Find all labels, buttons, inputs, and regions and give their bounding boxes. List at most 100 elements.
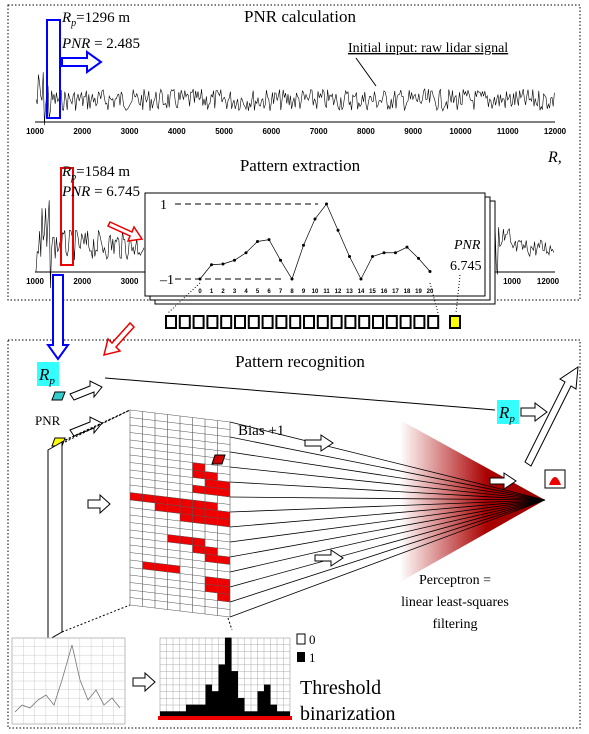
tick-label: 8000 (357, 127, 375, 136)
pnr-input: PNR (35, 413, 61, 428)
bin-bar (277, 711, 284, 718)
active-cell (205, 554, 218, 563)
bin-bar (212, 691, 219, 718)
cell (178, 315, 191, 329)
active-cell (155, 563, 168, 572)
active-cell (217, 585, 230, 595)
window (46, 19, 61, 119)
cell (399, 315, 412, 329)
active-cell (192, 507, 205, 517)
connection (229, 499, 546, 573)
active-cell (192, 545, 205, 554)
tick-label: 17 (392, 289, 399, 295)
tick-label: 0 (198, 289, 202, 295)
binarized-pattern (158, 637, 292, 720)
active-cell (192, 500, 205, 509)
cell (330, 315, 343, 329)
thumb-line (14, 644, 121, 713)
arrow (314, 549, 344, 567)
active-cell (217, 593, 230, 602)
caption: linear least-squares (401, 595, 509, 610)
pattern-point (428, 270, 432, 273)
connector (104, 377, 496, 411)
active-cell (205, 576, 218, 586)
bin-bar (218, 664, 225, 718)
title: Pattern extraction (240, 156, 361, 175)
tick-label: 1000 (503, 277, 521, 286)
arrow (304, 434, 334, 452)
tick-label: 13 (346, 289, 353, 295)
bin-bar (179, 711, 186, 718)
cell (413, 315, 426, 329)
leader (167, 282, 201, 314)
tick-label: 5000 (215, 127, 233, 136)
rp-input: Rp (38, 365, 55, 387)
bin-bar (192, 704, 199, 718)
tick-label: 3000 (121, 127, 139, 136)
cell (247, 315, 260, 329)
window (60, 167, 74, 266)
tick-label: 16 (381, 289, 388, 295)
pattern-point (210, 263, 213, 267)
tick-label: 1000 (26, 277, 44, 286)
tick-label: 2 (221, 289, 225, 295)
cell (289, 315, 302, 329)
connector (227, 617, 233, 631)
pnr-label: PNR = 6.745 (61, 184, 140, 200)
pattern-point (279, 258, 282, 262)
legend-swatch (296, 633, 306, 645)
arrow (87, 493, 111, 515)
caption: Threshold (300, 677, 381, 699)
bin-bar (270, 704, 277, 718)
pattern-point (313, 217, 317, 221)
active-cell (192, 515, 205, 524)
arrow (69, 416, 103, 437)
active-cell (155, 503, 168, 512)
caption: Perceptron = (419, 573, 491, 588)
connection (229, 499, 546, 558)
active-cell (217, 480, 230, 490)
tick-label: 11 (323, 289, 330, 295)
connector (61, 604, 131, 633)
connection (229, 499, 546, 543)
connection (229, 499, 546, 603)
active-cell (155, 495, 168, 505)
tick-label: 14 (358, 289, 365, 295)
bell (549, 477, 561, 485)
connector (64, 409, 131, 443)
connection (229, 481, 546, 501)
connection (229, 496, 546, 501)
cell (165, 315, 177, 329)
arrow (69, 380, 103, 401)
connection (229, 499, 546, 588)
caption: filtering (432, 617, 477, 632)
tick-label: 9000 (404, 127, 422, 136)
caption: binarization (300, 703, 396, 725)
lidar-signal (35, 72, 555, 289)
pattern-vector (165, 315, 461, 329)
arrow (102, 321, 136, 357)
y-label: –1 (159, 273, 174, 288)
cell (206, 315, 219, 329)
tick-label: 1000 (26, 127, 44, 136)
tick-label: 2000 (73, 127, 91, 136)
lidar-signal (35, 72, 555, 126)
arrow (46, 274, 70, 361)
cell (234, 315, 246, 329)
cell (385, 315, 398, 329)
tick-label: 6000 (262, 127, 280, 136)
active-cell (192, 537, 205, 547)
active-cell (205, 501, 218, 511)
active-cell (205, 486, 218, 496)
pattern-point (325, 202, 328, 206)
tick-label: 3000 (121, 277, 139, 286)
bin-bar (238, 697, 245, 718)
rp-output: Rp (498, 403, 515, 425)
pattern-point (405, 245, 409, 249)
pattern-point (394, 251, 397, 255)
pattern-point (256, 240, 259, 243)
cell (358, 315, 371, 329)
active-cell (167, 534, 180, 544)
rp-label: Rp=1296 m (61, 10, 130, 29)
leader (355, 57, 377, 87)
